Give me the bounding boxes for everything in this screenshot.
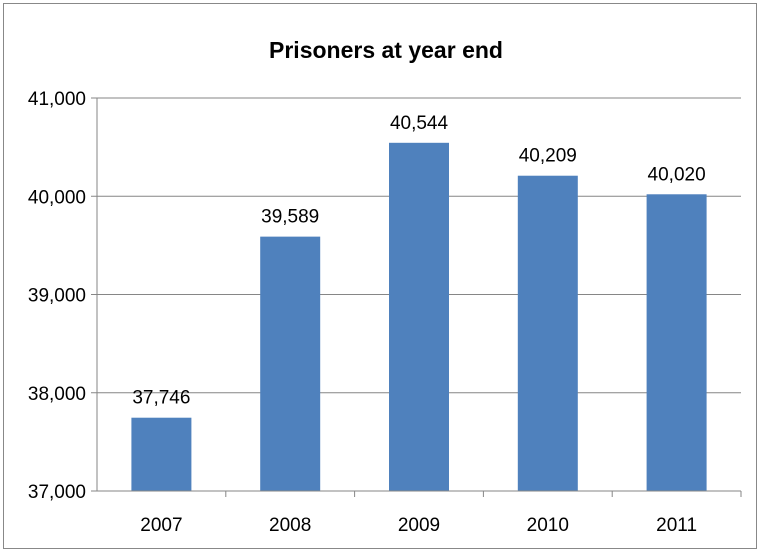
- data-label: 40,020: [648, 164, 706, 185]
- data-label: 40,544: [390, 113, 449, 134]
- y-tick-label: 40,000: [28, 187, 86, 208]
- y-tick-label: 38,000: [28, 384, 86, 405]
- data-label: 40,209: [519, 146, 577, 167]
- chart-frame: [3, 3, 757, 549]
- bar: [517, 175, 578, 491]
- x-tick-label: 2009: [398, 515, 440, 536]
- y-tick-label: 37,000: [28, 482, 86, 503]
- data-label: 37,746: [132, 388, 190, 409]
- x-tick-label: 2010: [527, 515, 569, 536]
- y-axis: 37,000 38,000 39,000 40,000 41,000: [28, 89, 98, 503]
- x-tick-label: 2008: [269, 515, 311, 536]
- bar: [131, 417, 192, 491]
- chart-title: Prisoners at year end: [269, 37, 503, 63]
- bar: [389, 142, 449, 491]
- x-tick-label: 2011: [656, 515, 697, 536]
- bar: [646, 194, 707, 491]
- bar: [260, 236, 321, 491]
- data-label: 39,589: [261, 207, 319, 228]
- bars: [131, 142, 707, 491]
- x-axis: 2007 2008 2009 2010 2011: [97, 490, 742, 536]
- data-labels: 37,746 39,589 40,544 40,209 40,020: [132, 113, 705, 409]
- x-tick-label: 2007: [140, 515, 182, 536]
- y-tick-label: 41,000: [28, 89, 86, 110]
- y-tick-label: 39,000: [28, 286, 86, 307]
